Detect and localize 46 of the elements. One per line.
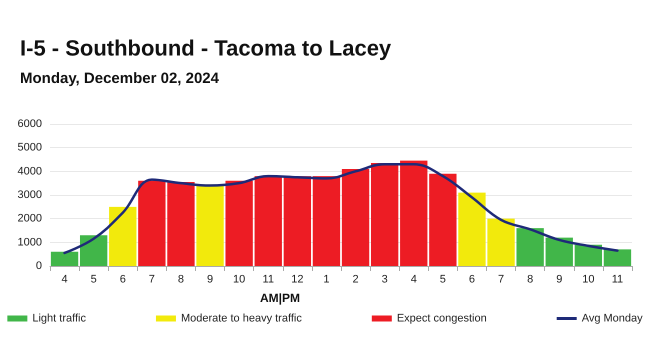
x-tick-label: 8 <box>178 274 184 286</box>
bar <box>487 218 515 266</box>
chart-title: I-5 - Southbound - Tacoma to Lacey <box>20 36 392 60</box>
line-series <box>63 162 619 254</box>
x-tick-label: 4 <box>61 274 68 286</box>
x-tick-label: 5 <box>440 274 446 286</box>
bar <box>604 249 632 266</box>
bar <box>50 252 78 266</box>
y-tick-label: 3000 <box>18 189 42 201</box>
y-tick-label: 5000 <box>18 142 42 154</box>
text: AM|PM <box>260 291 300 305</box>
x-tick-label: 7 <box>148 274 155 286</box>
bar <box>196 184 224 266</box>
bar <box>312 176 340 266</box>
y-tick-label: 1000 <box>18 236 42 248</box>
x-tick-label: 4 <box>410 274 417 286</box>
x-tick-label: 6 <box>468 274 476 286</box>
x-tick-label: 12 <box>291 274 304 286</box>
x-tick-label: 9 <box>206 274 214 286</box>
y-tick-label: 4000 <box>18 165 42 178</box>
legend-label: Moderate to heavy traffic <box>180 312 302 324</box>
chart-subtitle: Monday, December 02, 2024 <box>20 70 220 87</box>
x-tick-label: 6 <box>120 274 126 286</box>
legend-label: Expect congestion <box>396 312 487 324</box>
x-tick-label: 8 <box>527 274 534 286</box>
bar <box>342 168 370 266</box>
x-tick-label: 10 <box>233 274 246 286</box>
x-tick-label: 7 <box>498 274 504 286</box>
x-tick-label: 2 <box>352 274 359 286</box>
x-tick-label: 5 <box>90 274 97 286</box>
bar <box>80 235 108 266</box>
y-tick-label: 2000 <box>18 212 42 225</box>
x-tick-label: 10 <box>582 274 594 286</box>
bar <box>109 206 136 266</box>
x-tick-label: 3 <box>382 274 388 286</box>
legend-label: Light traffic <box>32 312 86 324</box>
legend-label: Avg Monday <box>582 312 644 324</box>
x-tick-label: 9 <box>556 274 562 286</box>
y-tick-label: 6000 <box>18 118 42 130</box>
x-tick-label: 11 <box>612 274 624 286</box>
x-tick-label: 11 <box>262 274 274 286</box>
bar <box>138 180 166 266</box>
bar <box>458 192 486 266</box>
bar <box>167 182 195 266</box>
x-tick-label: 1 <box>323 274 330 286</box>
y-tick-label: 0 <box>36 260 42 272</box>
